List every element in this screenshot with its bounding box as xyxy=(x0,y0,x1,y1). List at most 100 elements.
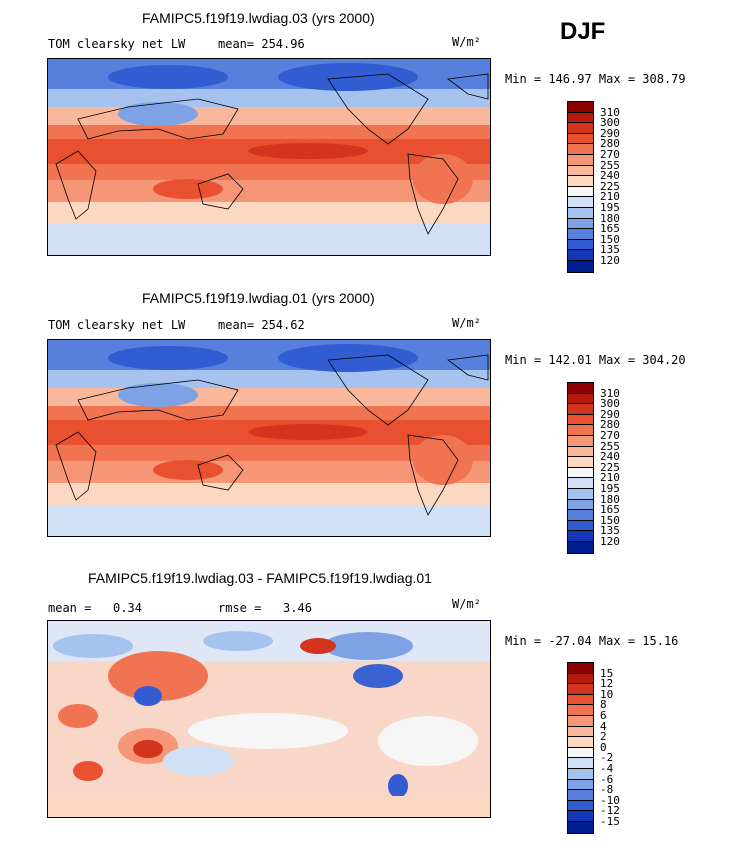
panel-3-units: W/m² xyxy=(452,597,481,611)
colorbar-tick-label: 150 xyxy=(600,232,620,246)
colorbar-swatch xyxy=(568,218,593,230)
colorbar-swatch xyxy=(568,747,593,759)
colorbar-swatch xyxy=(568,510,593,521)
colorbar-swatch xyxy=(568,112,593,124)
panel-3-rmse-text: rmse = xyxy=(218,601,262,615)
colorbar-tick-label: 180 xyxy=(600,211,620,225)
colorbar-tick-label: 120 xyxy=(600,254,620,267)
panel-1-mean-value: 254.96 xyxy=(261,37,305,51)
colorbar-tick-label: 195 xyxy=(600,482,620,495)
colorbar-tick-label: 4 xyxy=(600,719,607,733)
colorbar-swatch xyxy=(568,446,593,458)
panel-3-title: FAMIPC5.f19f19.lwdiag.03 - FAMIPC5.f19f1… xyxy=(88,570,432,586)
colorbar-swatch xyxy=(568,758,593,769)
colorbar-swatch xyxy=(568,165,593,177)
colorbar-tick-label: 270 xyxy=(600,429,620,442)
panel-3-map xyxy=(47,620,491,818)
panel-1-mean-text: mean= xyxy=(218,37,255,51)
colorbar-swatch xyxy=(568,663,593,674)
panel-1-variable-label: TOM clearsky net LW xyxy=(48,37,186,51)
colorbar-tick-label: -6 xyxy=(600,772,614,786)
colorbar-tick-label: 280 xyxy=(600,137,620,151)
colorbar-swatch xyxy=(568,133,593,145)
colorbar-tick-label: 290 xyxy=(600,126,620,140)
panel-3-minmax: Min = -27.04 Max = 15.16 xyxy=(505,634,679,648)
colorbar-swatch xyxy=(568,154,593,166)
colorbar-swatch xyxy=(568,144,593,155)
colorbar-tick-label: 15 xyxy=(600,666,614,680)
colorbar-swatch xyxy=(568,779,593,791)
colorbar-swatch xyxy=(568,488,593,500)
colorbar-tick-label: 240 xyxy=(600,169,620,183)
panel-2-mean-value: 254.62 xyxy=(261,318,305,332)
colorbar-swatch xyxy=(568,715,593,727)
colorbar-swatch xyxy=(568,102,593,113)
colorbar-tick-label: 290 xyxy=(600,407,620,421)
colorbar-tick-label: -2 xyxy=(600,751,614,765)
colorbar-tick-label: 195 xyxy=(600,201,620,214)
colorbar-tick-label: 225 xyxy=(600,179,620,193)
colorbar-tick-label: 280 xyxy=(600,418,620,432)
colorbar-tick-label: 165 xyxy=(600,503,620,517)
colorbar-tick-label: 165 xyxy=(600,222,620,236)
colorbar-tick-label: 300 xyxy=(600,116,620,130)
colorbar-tick-label: -8 xyxy=(600,783,614,797)
colorbar-tick-label: 12 xyxy=(600,677,614,691)
colorbar-tick-label: 6 xyxy=(600,709,607,722)
panel-2-colorbar xyxy=(567,382,594,554)
colorbar-tick-label: 210 xyxy=(600,190,620,204)
panel-2-mean-text: mean= xyxy=(218,318,255,332)
colorbar-swatch xyxy=(568,541,593,553)
panel-3-mean-text: mean = xyxy=(48,601,92,615)
panel-2-map xyxy=(47,339,491,537)
colorbar-tick-label: 8 xyxy=(600,698,607,712)
colorbar-swatch xyxy=(568,684,593,695)
colorbar-swatch xyxy=(568,737,593,748)
colorbar-swatch xyxy=(568,393,593,405)
colorbar-swatch xyxy=(568,229,593,240)
colorbar-swatch xyxy=(568,239,593,251)
panel-3-rmse-value: 3.46 xyxy=(283,601,312,615)
colorbar-tick-label: 135 xyxy=(600,524,620,538)
panel-1-units: W/m² xyxy=(452,35,481,49)
panel-1-colorbar xyxy=(567,101,594,273)
colorbar-swatch xyxy=(568,404,593,415)
colorbar-tick-label: 150 xyxy=(600,513,620,527)
colorbar-swatch xyxy=(568,197,593,208)
colorbar-tick-label: -4 xyxy=(600,762,614,775)
season-label: DJF xyxy=(560,18,606,45)
colorbar-swatch xyxy=(568,425,593,436)
colorbar-tick-label: 120 xyxy=(600,535,620,548)
colorbar-tick-label: -15 xyxy=(600,815,620,828)
colorbar-swatch xyxy=(568,383,593,394)
colorbar-tick-label: 210 xyxy=(600,471,620,485)
colorbar-tick-label: 270 xyxy=(600,148,620,161)
colorbar-tick-label: -12 xyxy=(600,804,620,818)
colorbar-swatch xyxy=(568,478,593,489)
colorbar-swatch xyxy=(568,176,593,187)
colorbar-tick-label: 135 xyxy=(600,243,620,257)
panel-1-map xyxy=(47,58,491,256)
colorbar-swatch xyxy=(568,705,593,716)
colorbar-tick-label: 180 xyxy=(600,492,620,506)
panel-1-mean-label: mean= 254.96 xyxy=(218,37,305,51)
panel-3-colorbar xyxy=(567,662,594,834)
panel-3-mean-value: 0.34 xyxy=(113,601,142,615)
colorbar-swatch xyxy=(568,768,593,780)
colorbar-swatch xyxy=(568,457,593,468)
panel-2-title: FAMIPC5.f19f19.lwdiag.01 (yrs 2000) xyxy=(142,290,375,306)
colorbar-swatch xyxy=(568,467,593,479)
colorbar-tick-label: 240 xyxy=(600,450,620,464)
colorbar-swatch xyxy=(568,811,593,822)
colorbar-swatch xyxy=(568,520,593,532)
colorbar-swatch xyxy=(568,186,593,198)
colorbar-swatch xyxy=(568,499,593,511)
colorbar-swatch xyxy=(568,414,593,426)
colorbar-tick-label: 10 xyxy=(600,687,614,701)
panel-2-units: W/m² xyxy=(452,316,481,330)
colorbar-swatch xyxy=(568,694,593,706)
colorbar-swatch xyxy=(568,821,593,833)
panel-3-mean-label: mean = 0.34 xyxy=(48,601,142,615)
colorbar-tick-label: 2 xyxy=(600,730,607,744)
colorbar-tick-label: 310 xyxy=(600,105,620,119)
